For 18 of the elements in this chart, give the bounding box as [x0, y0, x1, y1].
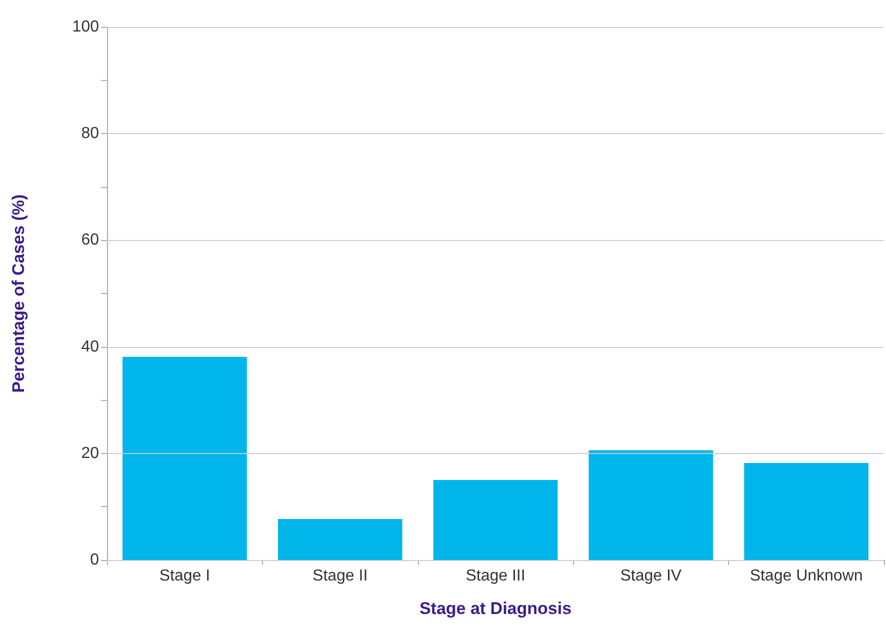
y-tick-label: 20: [81, 444, 100, 462]
y-tick-label: 100: [72, 18, 100, 36]
y-tick-label: 0: [90, 552, 100, 568]
x-axis-title: Stage at Diagnosis: [419, 599, 572, 618]
y-tick-label: 40: [81, 338, 100, 356]
bar: [433, 480, 558, 560]
bar: [278, 518, 402, 560]
x-tick-label: Stage I: [159, 568, 210, 584]
y-axis-title: Percentage of Cases (%): [9, 194, 28, 393]
bar: [122, 356, 247, 560]
x-tick-label: Stage IV: [620, 568, 682, 584]
x-tick-label: Stage III: [466, 568, 526, 584]
y-tick-label: 60: [81, 232, 100, 249]
x-tick-label: Stage II: [312, 568, 368, 584]
x-tick-label: Stage Unknown: [750, 568, 863, 584]
bar: [588, 450, 714, 560]
bar: [744, 462, 868, 560]
y-tick-label: 80: [81, 125, 100, 142]
